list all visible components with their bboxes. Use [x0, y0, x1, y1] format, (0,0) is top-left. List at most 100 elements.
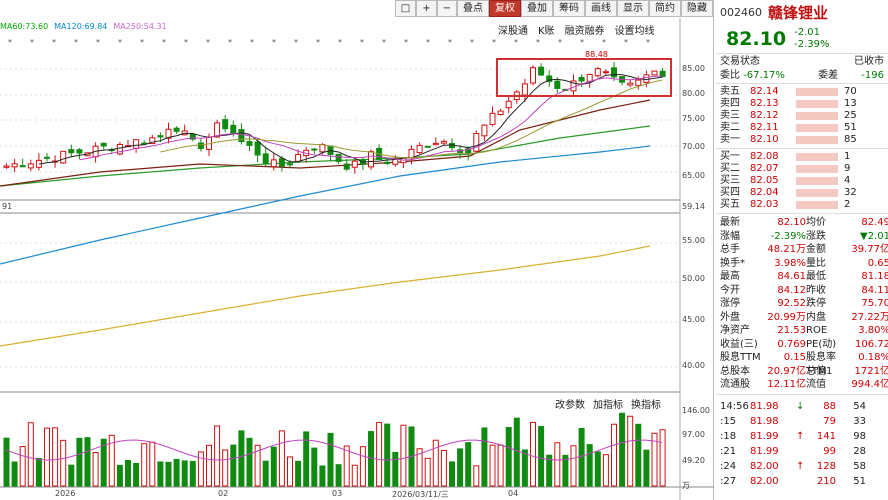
- orderbook-row: 卖二 82.11 51: [716, 122, 888, 134]
- tick-volume: 88: [823, 400, 836, 412]
- toolbar-button[interactable]: 筹码: [553, 0, 585, 17]
- toolbar-button[interactable]: 叠加: [521, 0, 553, 17]
- volume-tools: 改参数 加指标 换指标: [555, 396, 661, 411]
- diff-value: -196: [861, 70, 884, 81]
- subbar-item[interactable]: 深股通: [498, 26, 528, 37]
- toolbar-button[interactable]: 复权: [489, 0, 521, 17]
- orderbook-vol: 1: [844, 151, 851, 162]
- status-value: 已收市: [854, 56, 884, 67]
- event-marker: *: [448, 38, 452, 47]
- candle-body: [222, 119, 229, 130]
- tick-volume: 141: [816, 430, 836, 442]
- orderbook-vol: 25: [844, 110, 857, 121]
- volume-bar: [319, 465, 326, 487]
- candle-body: [489, 112, 496, 125]
- candle-body: [546, 75, 553, 82]
- candle-body: [230, 124, 237, 134]
- toolbar-button[interactable]: □: [394, 0, 417, 17]
- candle-body: [19, 165, 26, 168]
- toolbar-button[interactable]: −: [436, 0, 457, 17]
- price-axis-label: 50.00: [682, 274, 705, 283]
- quote-label: PE(动): [806, 338, 837, 350]
- price-pct: -2.39%: [794, 38, 830, 50]
- orderbook-row: 卖五 82.14 70: [716, 86, 888, 98]
- candle-body: [133, 139, 140, 149]
- toolbar-button[interactable]: 画线: [585, 0, 617, 17]
- volume-bar: [246, 437, 253, 487]
- tick-row: :18 81.99 ↑ 141 98: [716, 429, 888, 444]
- candle-body: [270, 159, 277, 168]
- toolbar-button[interactable]: +: [416, 0, 437, 17]
- date-axis-label: 04: [508, 489, 519, 498]
- price-axis-label: 75.00: [682, 114, 705, 123]
- orderbook-price: 82.11: [750, 122, 779, 133]
- quote-label: 最高: [720, 271, 740, 282]
- candle-body: [530, 67, 536, 84]
- toolbar-button[interactable]: 显示: [617, 0, 649, 17]
- orderbook-price: 82.04: [750, 187, 779, 198]
- ma120-line: [0, 145, 651, 265]
- quote-value: 0.65: [867, 257, 888, 269]
- quote-value: 27.22万: [851, 311, 888, 323]
- tick-price: 81.98: [750, 415, 779, 427]
- stock-code: 002460: [720, 5, 762, 19]
- subbar-item[interactable]: K账: [538, 26, 555, 37]
- candlestick-chart[interactable]: * * * * * * * * * * * * * * * * * * * * * * * * * * * * * *: [0, 0, 714, 500]
- diff-label: 委差: [818, 70, 839, 81]
- orderbook-row: 买五 82.03 2: [716, 199, 888, 211]
- volume-bar: [222, 449, 229, 487]
- orderbook-row: 卖一 82.10 85: [716, 134, 888, 146]
- tick-time: :27: [720, 475, 737, 487]
- quote-label: 最低: [806, 271, 826, 282]
- subbar-item[interactable]: 设置均线: [614, 26, 655, 37]
- candle-body: [651, 70, 658, 76]
- volume-tool-button[interactable]: 加指标: [593, 400, 623, 411]
- quote-value: 75.70: [861, 298, 888, 309]
- volume-bar: [521, 449, 528, 487]
- event-marker: *: [184, 38, 188, 47]
- event-marker: *: [558, 38, 562, 47]
- orderbook-row: 买四 82.04 32: [716, 187, 888, 199]
- volume-bar: [165, 461, 172, 487]
- volume-tool-button[interactable]: 改参数: [555, 400, 585, 411]
- price-change: -2.01: [794, 26, 820, 38]
- toolbar-button[interactable]: 简约: [649, 0, 681, 17]
- tick-volume: 79: [823, 415, 836, 427]
- event-marker: *: [316, 38, 320, 47]
- candle-body: [278, 158, 285, 167]
- volume-bar: [116, 464, 123, 487]
- volume-tool-button[interactable]: 换指标: [631, 400, 661, 411]
- orderbook-blur: [796, 124, 838, 132]
- price-axis-label: 45.00: [682, 315, 705, 324]
- chart-toolbar: □ + − 叠点 复权 叠加 筹码 画线 显示 简约 隐藏: [394, 0, 713, 18]
- volume-bar: [513, 417, 520, 487]
- candle-body: [432, 142, 439, 146]
- candle-body: [481, 124, 488, 137]
- orderbook-label: 买四: [720, 187, 740, 198]
- event-marker: *: [250, 38, 254, 47]
- volume-bar: [473, 465, 480, 487]
- price-axis-label: 65.00: [682, 171, 705, 180]
- ma-legend: MA60:73.60 MA120:69.84 MA250:54.31: [0, 22, 167, 31]
- quote-grid: 最新 82.10 均价 82.49 涨幅 -2.39% 涨跌 ▼2.01 总手 48.21万 金额 3…: [716, 214, 888, 395]
- subbar-item[interactable]: 融资融券: [564, 26, 605, 37]
- volume-bar: [578, 428, 585, 487]
- volume-bar: [27, 422, 34, 487]
- tick-row: 14:56 81.98 ↓ 88 54: [716, 399, 888, 414]
- stock-name: 赣锋锂业: [768, 3, 829, 22]
- candle-body: [351, 160, 358, 168]
- kline-chart-area[interactable]: □ + − 叠点 复权 叠加 筹码 画线 显示 简约 隐藏 MA60:73.60 MA120:69.8…: [0, 0, 714, 500]
- event-marker: *: [426, 38, 430, 47]
- orderbook-price: 82.12: [750, 110, 779, 121]
- chart-subbar: 深股通 K账 融资融券 设置均线: [498, 22, 655, 37]
- orderbook-blur: [796, 189, 838, 197]
- candle-body: [497, 110, 504, 116]
- toolbar-button[interactable]: 隐藏: [681, 0, 713, 17]
- volume-bar: [270, 446, 277, 487]
- orderbook-vol: 85: [844, 134, 857, 145]
- candle-body: [68, 149, 75, 154]
- candle-body: [578, 77, 585, 82]
- volume-bar: [432, 439, 439, 487]
- toolbar-button[interactable]: 叠点: [457, 0, 489, 17]
- candle-body: [635, 79, 642, 86]
